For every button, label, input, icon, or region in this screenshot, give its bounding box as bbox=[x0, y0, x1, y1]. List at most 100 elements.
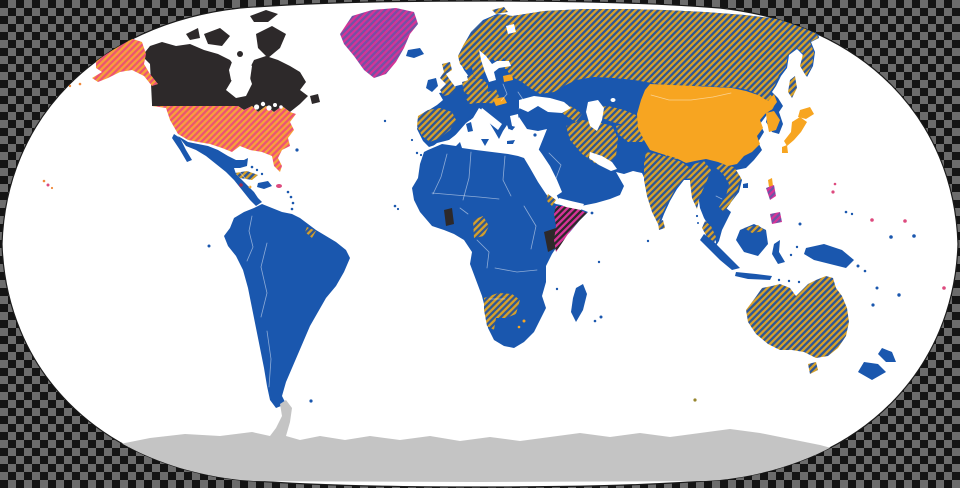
region-red-sea bbox=[525, 143, 562, 196]
territory-dot-solomon-2 bbox=[863, 269, 867, 273]
territory-dot-reunion bbox=[593, 319, 597, 323]
territory-dot-hawaii-3 bbox=[50, 186, 54, 190]
territory-dot-fiji bbox=[897, 293, 901, 297]
region-north-borneo-hatch bbox=[744, 225, 765, 233]
region-svalbard-hatch bbox=[492, 7, 508, 14]
territory-dot-kerguelen bbox=[693, 398, 697, 402]
region-sumatra bbox=[700, 234, 740, 270]
territory-dot-bahamas-3 bbox=[260, 172, 264, 176]
region-korea-yellow bbox=[766, 111, 780, 132]
region-crete bbox=[507, 140, 515, 144]
territory-dot-nicobar bbox=[697, 222, 699, 224]
territory-dot-mauritius bbox=[599, 315, 603, 319]
region-caspian-sea bbox=[586, 100, 604, 131]
region-australia-hatch bbox=[746, 276, 849, 358]
region-honshu-yellow bbox=[784, 117, 807, 146]
region-corsica bbox=[468, 116, 472, 120]
territory-dot-hawaii-2 bbox=[46, 183, 50, 187]
territory-dot-socotra bbox=[590, 211, 594, 215]
region-tasmania-hatch bbox=[808, 362, 818, 374]
border-sa-1 bbox=[246, 215, 254, 262]
region-scandinavia-hatch bbox=[458, 14, 514, 80]
territory-dot-pacific-blue-2 bbox=[912, 234, 916, 238]
territory-dot-antilles-4 bbox=[290, 207, 294, 211]
region-mexico-central-america bbox=[178, 136, 262, 206]
territory-dot-solomon-1 bbox=[856, 264, 860, 268]
territory-dot-aleutian-3 bbox=[58, 84, 62, 88]
territory-dot-jamaica bbox=[239, 183, 243, 187]
region-india-hatch bbox=[644, 152, 693, 224]
territory-dot-samoa bbox=[942, 286, 946, 290]
region-philippines-luzon-hatch bbox=[766, 185, 776, 200]
territory-dot-antilles-1 bbox=[286, 190, 290, 194]
border-sea bbox=[715, 195, 723, 200]
region-vietnam-hatch bbox=[716, 164, 741, 212]
territory-dot-seychelles bbox=[597, 260, 601, 264]
territory-dot-galapagos bbox=[207, 244, 211, 248]
territory-dot-pacific-pink-2 bbox=[903, 219, 907, 223]
region-iceland bbox=[406, 48, 424, 58]
region-ghana-dark bbox=[444, 208, 454, 226]
region-ellesmere-island-dark bbox=[250, 10, 278, 22]
territory-dot-aleutian-2 bbox=[68, 84, 72, 88]
region-russia-hatch bbox=[504, 9, 818, 111]
territory-dot-madeira bbox=[410, 138, 414, 142]
region-africa-base bbox=[412, 142, 588, 348]
region-java bbox=[735, 272, 772, 280]
region-sri-lanka-hatch bbox=[658, 220, 665, 230]
border-africa-2 bbox=[462, 151, 472, 201]
region-hispaniola bbox=[257, 181, 272, 189]
region-sicily bbox=[481, 139, 489, 146]
region-new-guinea bbox=[804, 244, 854, 268]
region-germany-alps-hatch bbox=[462, 79, 500, 104]
territory-dot-lesser-sunda-3 bbox=[797, 280, 801, 284]
territory-dot-guam bbox=[831, 190, 835, 194]
region-baltic-sea bbox=[479, 50, 511, 82]
territory-dot-canary-1 bbox=[415, 151, 419, 155]
region-adriatic-sea bbox=[480, 108, 502, 130]
territory-dot-antilles-3 bbox=[291, 201, 295, 205]
border-mongolia bbox=[650, 92, 732, 101]
region-guyana-hatch bbox=[305, 227, 316, 238]
territory-dot-bahamas-1 bbox=[250, 165, 254, 169]
region-novaya-zemlya-hatch bbox=[554, 16, 570, 34]
region-lithuania-yellow bbox=[503, 74, 513, 82]
region-malaysia-hatch bbox=[702, 221, 716, 247]
region-greenland-hatch bbox=[340, 8, 418, 78]
territory-dot-lesser-sunda-2 bbox=[787, 279, 791, 283]
region-new-zealand-north bbox=[878, 348, 896, 362]
region-banks-island-dark bbox=[186, 28, 200, 40]
territory-dot-pacific-pink-1 bbox=[870, 218, 874, 222]
region-uk-hatch bbox=[440, 62, 456, 96]
region-myanmar-hatch bbox=[690, 161, 711, 209]
region-hungary-yellow bbox=[493, 97, 507, 106]
region-sardinia bbox=[466, 122, 473, 132]
territory-dot-moluccas-1 bbox=[789, 253, 793, 257]
region-ireland bbox=[426, 78, 438, 92]
territory-dot-antilles-2 bbox=[289, 195, 293, 199]
territory-dot-eswatini bbox=[522, 319, 526, 323]
region-white-sea bbox=[506, 24, 516, 34]
border-europe-1 bbox=[500, 83, 508, 102]
region-namibia-botswana-hatch bbox=[484, 293, 520, 330]
region-hokkaido-yellow bbox=[798, 107, 814, 119]
region-new-zealand-south bbox=[858, 362, 886, 380]
territory-dot-cape-verde-2 bbox=[396, 207, 400, 211]
territory-dot-bahamas-2 bbox=[255, 168, 259, 172]
region-antarctica bbox=[96, 400, 862, 482]
region-black-sea bbox=[519, 96, 571, 113]
territory-dot-vanuatu bbox=[875, 286, 879, 290]
territory-dot-cape-verde-1 bbox=[393, 204, 397, 208]
territory-dot-fsm-1 bbox=[844, 210, 848, 214]
territory-dot-fsm-2 bbox=[850, 212, 854, 216]
region-djibouti-eritrea-hatch bbox=[546, 194, 556, 206]
region-canada-dark bbox=[142, 42, 308, 112]
border-africa-6 bbox=[523, 205, 537, 250]
border-wafrica bbox=[459, 207, 469, 215]
territory-dot-cyprus bbox=[533, 133, 537, 137]
region-china-mongolia-yellow bbox=[637, 84, 777, 166]
region-sakhalin-hatch bbox=[788, 76, 797, 98]
region-usa-hatch bbox=[152, 106, 296, 172]
territory-dot-trinidad bbox=[287, 213, 291, 217]
territory-dot-comoros bbox=[555, 287, 559, 291]
